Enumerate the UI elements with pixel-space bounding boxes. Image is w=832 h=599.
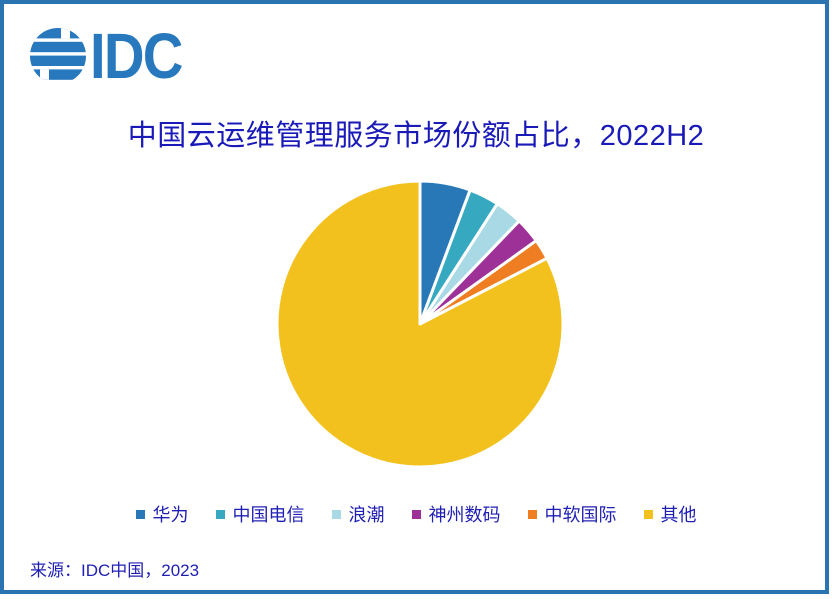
idc-globe-icon [30,28,86,80]
legend-label: 浪潮 [348,505,385,525]
legend-label: 神州数码 [428,505,501,525]
legend-swatch-icon [215,509,225,519]
legend-item-3: 神州数码 [411,501,501,527]
legend-label: 华为 [152,505,189,525]
idc-logo: IDC [30,20,194,92]
legend-swatch-icon [331,509,341,519]
source-note: 来源：IDC中国，2023 [30,561,200,580]
idc-logo-text: IDC [90,20,183,92]
chart-title: 中国云运维管理服务市场份额占比，2022H2 [127,120,705,152]
legend-label: 其他 [660,505,697,525]
legend-item-4: 中软国际 [527,501,617,527]
chart-legend: 华为 中国电信 浪潮 神州数码 中软国际 其他 [0,501,832,527]
pie-slice-5 [275,179,565,469]
legend-swatch-icon [527,509,537,519]
legend-item-0: 华为 [135,501,189,527]
legend-label: 中国电信 [232,505,305,525]
pie-chart [275,179,565,469]
legend-item-5: 其他 [643,501,697,527]
legend-swatch-icon [411,509,421,519]
legend-swatch-icon [135,509,145,519]
legend-item-1: 中国电信 [215,501,305,527]
legend-label: 中软国际 [544,505,617,525]
legend-swatch-icon [643,509,653,519]
legend-item-2: 浪潮 [331,501,385,527]
